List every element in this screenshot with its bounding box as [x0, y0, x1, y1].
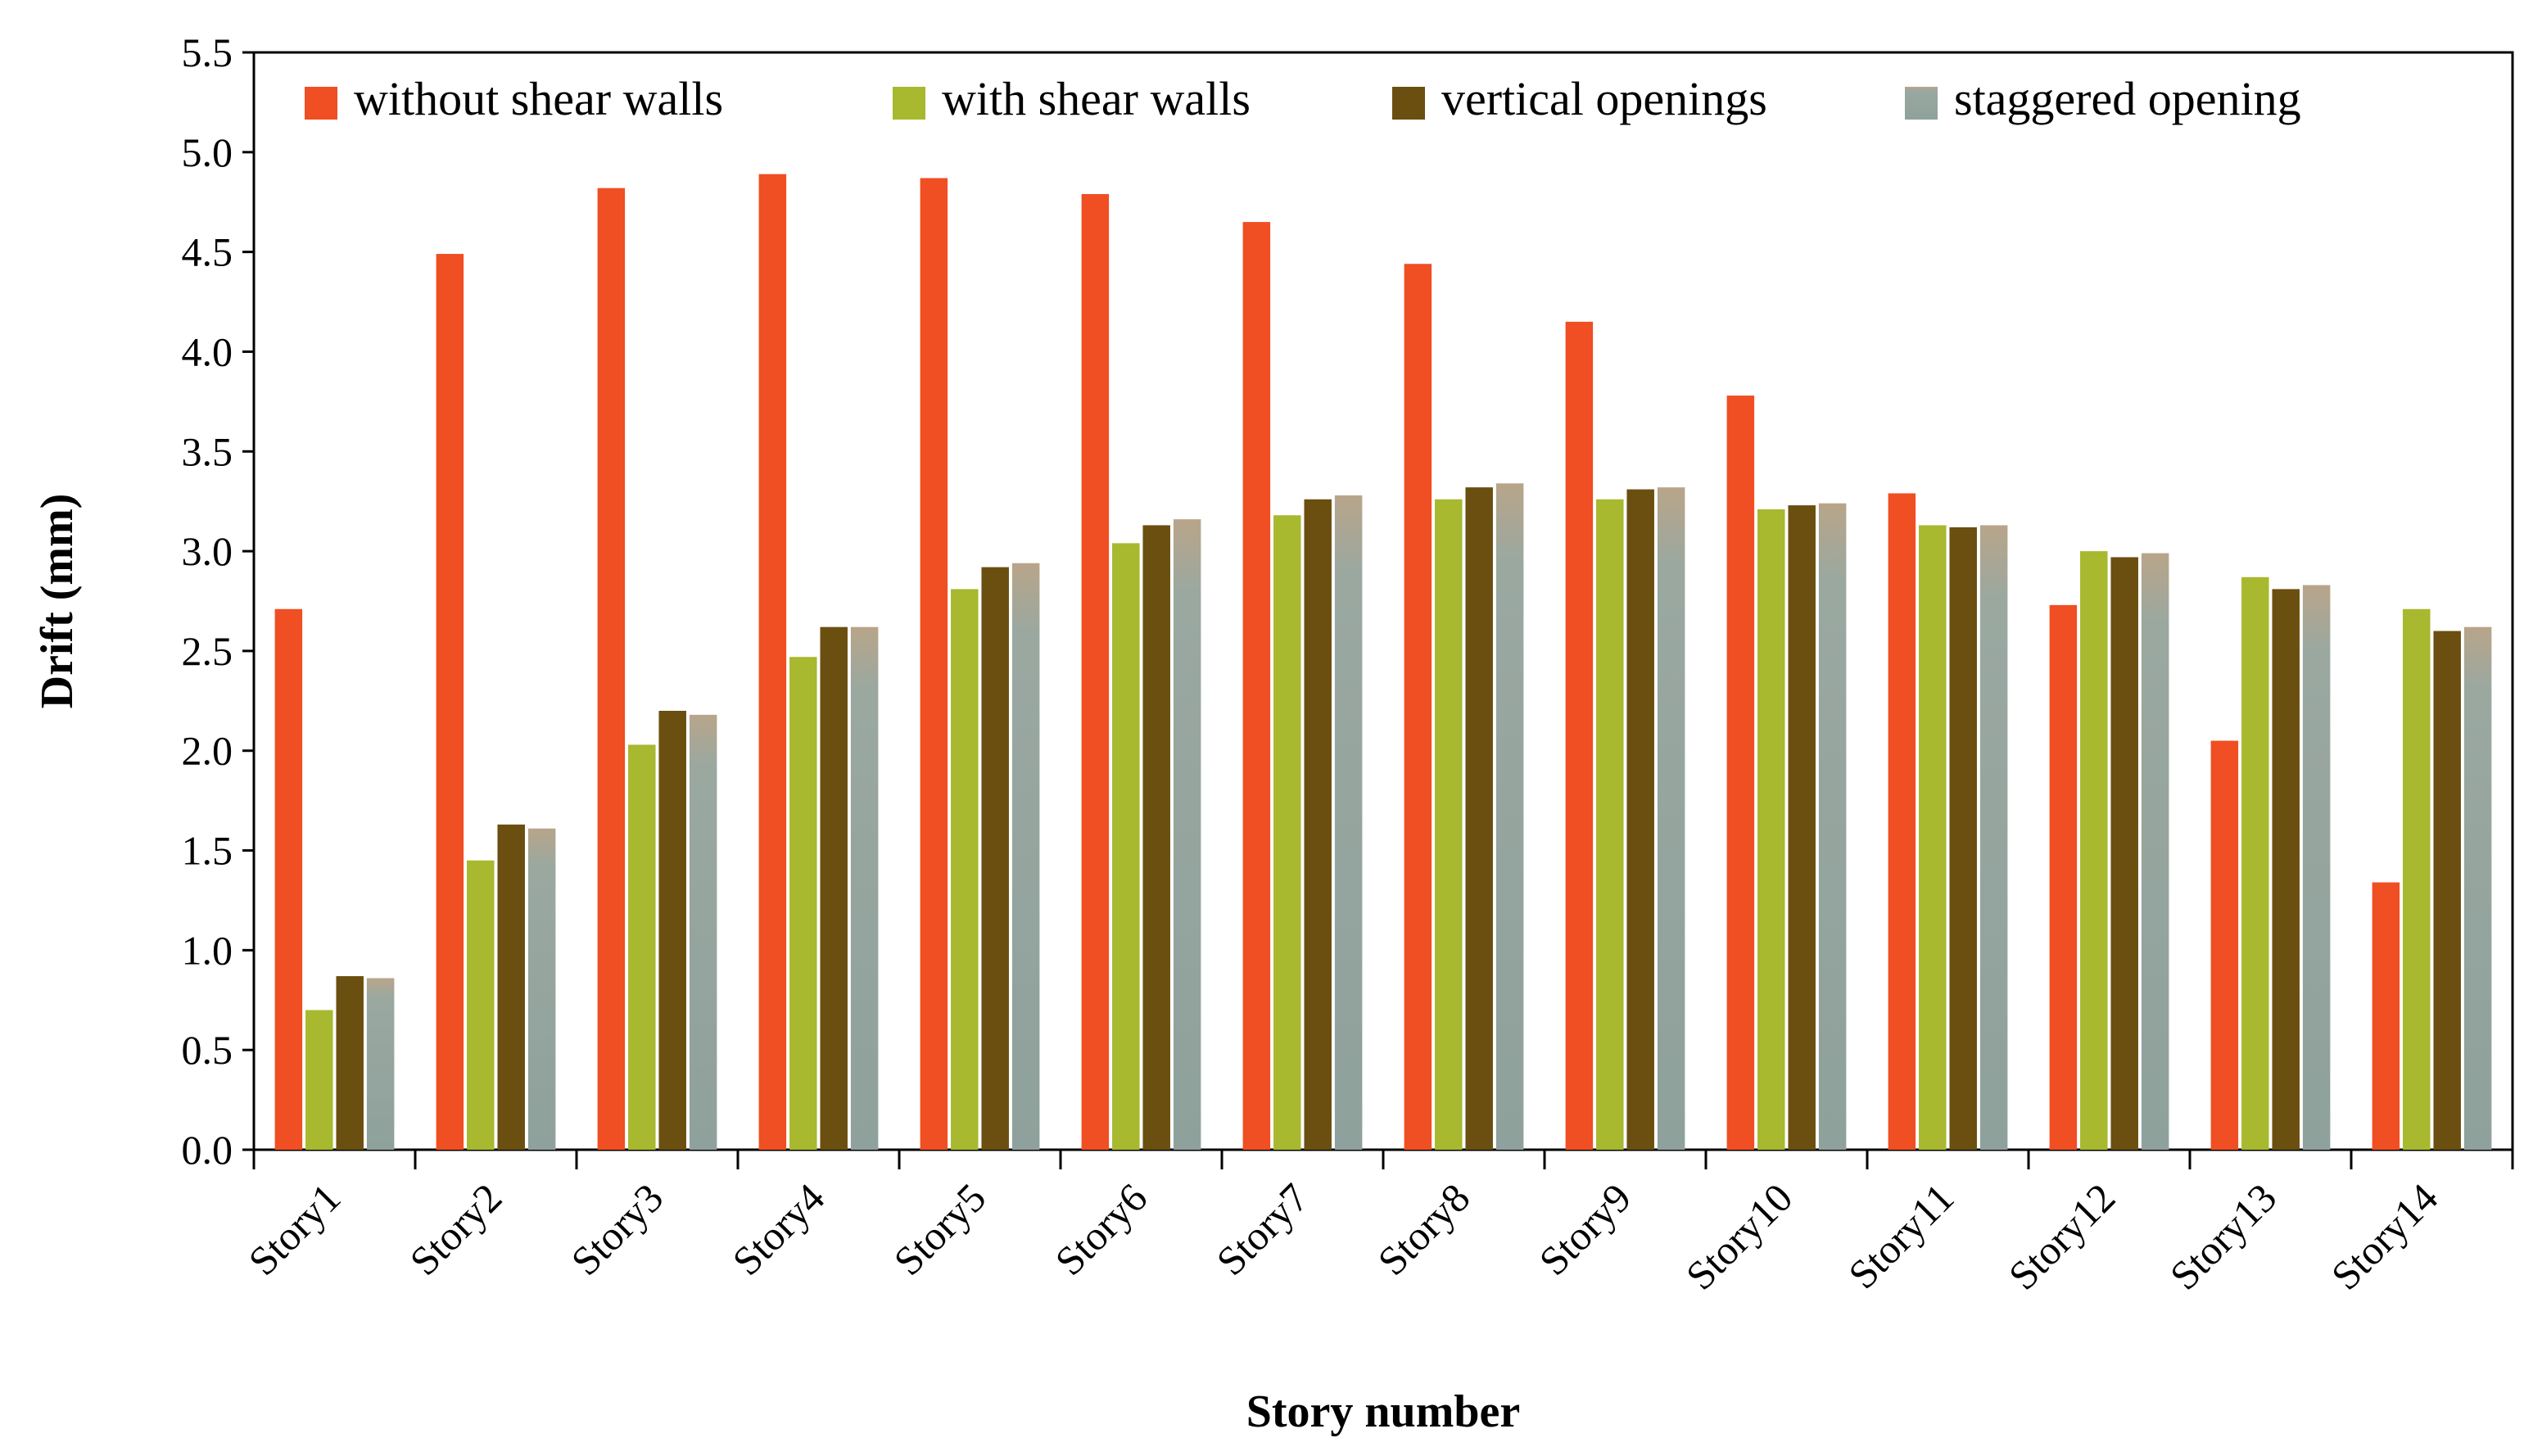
x-tick-label: Story5	[884, 1174, 994, 1284]
bar-with-shear-walls-story11	[1919, 525, 1947, 1150]
bar-with-shear-walls-story4	[789, 657, 817, 1150]
bar-with-shear-walls-story8	[1435, 499, 1463, 1150]
legend-swatch	[1392, 87, 1425, 120]
x-tick-label: Story7	[1207, 1174, 1317, 1284]
bar-staggered-opening-story4	[850, 626, 879, 1150]
bar-vertical-openings-story1	[336, 976, 364, 1150]
bar-vertical-openings-story13	[2272, 589, 2300, 1150]
bar-without-shear-walls-story13	[2210, 740, 2239, 1150]
legend-swatch	[893, 87, 925, 120]
bar-staggered-opening-story10	[1818, 503, 1847, 1150]
legend-swatch	[305, 87, 337, 120]
bar-with-shear-walls-story13	[2241, 577, 2269, 1150]
bar-without-shear-walls-story1	[274, 608, 303, 1150]
y-tick-label: 2.5	[182, 628, 233, 674]
y-tick-label: 0.0	[182, 1127, 233, 1173]
x-tick-label: Story1	[239, 1174, 349, 1284]
bar-without-shear-walls-story8	[1404, 264, 1432, 1151]
x-tick-label: Story9	[1530, 1174, 1640, 1284]
x-tick-label: Story13	[2161, 1174, 2286, 1299]
legend-swatch	[1905, 87, 1938, 120]
bar-without-shear-walls-story2	[436, 254, 464, 1150]
legend: without shear walls with shear walls verti…	[305, 72, 2301, 125]
bar-staggered-opening-story3	[689, 714, 717, 1150]
bar-without-shear-walls-story14	[2372, 882, 2400, 1150]
bar-without-shear-walls-story11	[1888, 493, 1916, 1150]
y-tick-label: 1.5	[182, 828, 233, 874]
x-tick-label: Story3	[562, 1174, 672, 1284]
x-tick-label: Story11	[1839, 1174, 1962, 1297]
bars-layer	[274, 174, 2492, 1151]
legend-label: without shear walls	[354, 72, 723, 125]
bar-without-shear-walls-story4	[758, 174, 787, 1151]
bar-with-shear-walls-story2	[467, 860, 495, 1150]
x-tick-label: Story4	[723, 1174, 833, 1284]
x-tick-label: Story10	[1677, 1174, 1802, 1299]
bar-vertical-openings-story6	[1142, 525, 1170, 1150]
bar-vertical-openings-story2	[497, 824, 525, 1150]
bar-vertical-openings-story10	[1788, 505, 1816, 1150]
bar-staggered-opening-story13	[2302, 585, 2331, 1150]
bar-without-shear-walls-story12	[2049, 604, 2078, 1150]
bar-staggered-opening-story7	[1334, 495, 1363, 1150]
bar-vertical-openings-story5	[981, 567, 1009, 1150]
bar-with-shear-walls-story7	[1273, 515, 1301, 1150]
bar-without-shear-walls-story3	[597, 188, 626, 1150]
x-tick-label: Story14	[2323, 1174, 2447, 1299]
bar-vertical-openings-story14	[2433, 631, 2461, 1150]
x-axis-title: Story number	[1246, 1386, 1520, 1437]
bar-staggered-opening-story12	[2141, 553, 2169, 1150]
bar-without-shear-walls-story7	[1242, 222, 1271, 1150]
bar-staggered-opening-story2	[527, 828, 556, 1150]
bar-without-shear-walls-story10	[1726, 396, 1755, 1150]
legend-label: vertical openings	[1441, 72, 1767, 125]
bar-with-shear-walls-story6	[1112, 543, 1140, 1150]
x-tick-label: Story8	[1368, 1174, 1478, 1284]
bar-staggered-opening-story14	[2463, 626, 2492, 1150]
bar-vertical-openings-story3	[658, 711, 686, 1150]
bar-staggered-opening-story6	[1173, 519, 1201, 1150]
bar-vertical-openings-story12	[2110, 557, 2138, 1150]
bar-with-shear-walls-story10	[1757, 509, 1785, 1150]
plot-area	[252, 51, 2514, 1151]
bar-with-shear-walls-story3	[628, 744, 656, 1150]
bar-without-shear-walls-story9	[1565, 321, 1594, 1151]
y-tick-label: 3.0	[182, 528, 233, 574]
legend-label: with shear walls	[942, 72, 1251, 125]
y-tick-label: 5.5	[182, 29, 233, 75]
y-tick-label: 1.0	[182, 927, 233, 973]
x-tick-label: Story12	[2000, 1174, 2124, 1299]
bar-vertical-openings-story7	[1304, 499, 1332, 1150]
bar-with-shear-walls-story9	[1596, 499, 1624, 1150]
legend-label: staggered opening	[1954, 72, 2301, 125]
y-tick-label: 5.0	[182, 129, 233, 175]
bar-without-shear-walls-story5	[920, 178, 948, 1150]
bar-with-shear-walls-story12	[2080, 551, 2108, 1150]
y-tick-label: 3.5	[182, 428, 233, 474]
bar-vertical-openings-story9	[1626, 489, 1654, 1150]
bar-vertical-openings-story4	[820, 626, 848, 1150]
y-axis-title: Drift (mm)	[32, 494, 83, 709]
bar-staggered-opening-story5	[1011, 563, 1040, 1150]
y-tick-label: 0.5	[182, 1027, 233, 1073]
bar-with-shear-walls-story14	[2403, 608, 2431, 1150]
bar-with-shear-walls-story5	[951, 589, 979, 1150]
bar-with-shear-walls-story1	[305, 1010, 333, 1150]
bar-vertical-openings-story8	[1465, 487, 1493, 1150]
bar-staggered-opening-story9	[1657, 487, 1685, 1150]
y-tick-label: 4.0	[182, 328, 233, 374]
x-tick-label: Story6	[1046, 1174, 1156, 1284]
bar-without-shear-walls-story6	[1081, 193, 1110, 1150]
bar-staggered-opening-story11	[1979, 525, 2008, 1150]
y-tick-label: 2.0	[182, 728, 233, 774]
y-tick-label: 4.5	[182, 229, 233, 275]
bar-staggered-opening-story8	[1495, 483, 1524, 1150]
bar-vertical-openings-story11	[1949, 527, 1977, 1150]
bar-staggered-opening-story1	[366, 978, 395, 1150]
x-tick-label: Story2	[400, 1174, 510, 1284]
